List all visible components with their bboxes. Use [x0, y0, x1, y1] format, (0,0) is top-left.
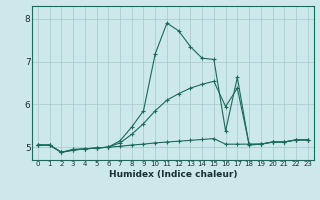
X-axis label: Humidex (Indice chaleur): Humidex (Indice chaleur) — [108, 170, 237, 179]
